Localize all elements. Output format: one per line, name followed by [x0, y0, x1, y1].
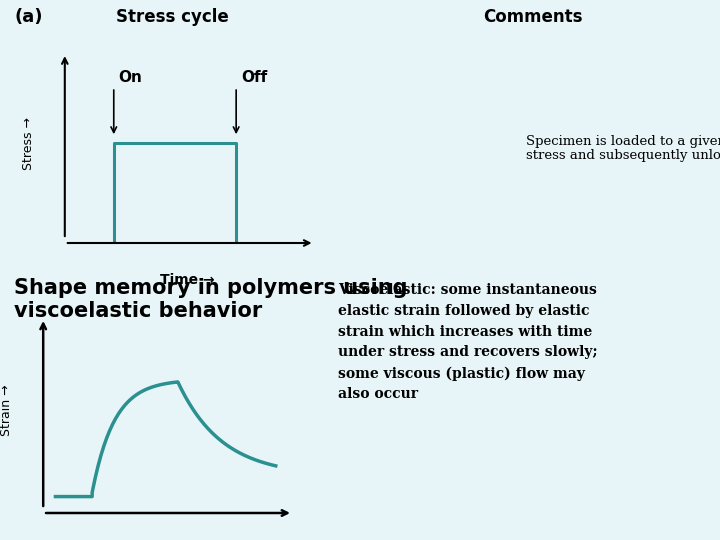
Text: Specimen is loaded to a given
stress and subsequently unloaded: Specimen is loaded to a given stress and… [526, 134, 720, 163]
Text: On: On [119, 70, 143, 85]
Text: Viscoelastic: some instantaneous
elastic strain followed by elastic
strain which: Viscoelastic: some instantaneous elastic… [338, 284, 598, 401]
Text: Stress →: Stress → [22, 117, 35, 170]
Text: Off: Off [241, 70, 267, 85]
Text: Comments: Comments [483, 8, 582, 26]
Text: Stress cycle: Stress cycle [117, 8, 229, 26]
Text: (a): (a) [14, 8, 43, 26]
Text: Time →: Time → [160, 273, 215, 287]
Text: Shape memory in polymers using
viscoelastic behavior: Shape memory in polymers using viscoelas… [14, 278, 408, 321]
Text: Strain →: Strain → [0, 384, 13, 436]
